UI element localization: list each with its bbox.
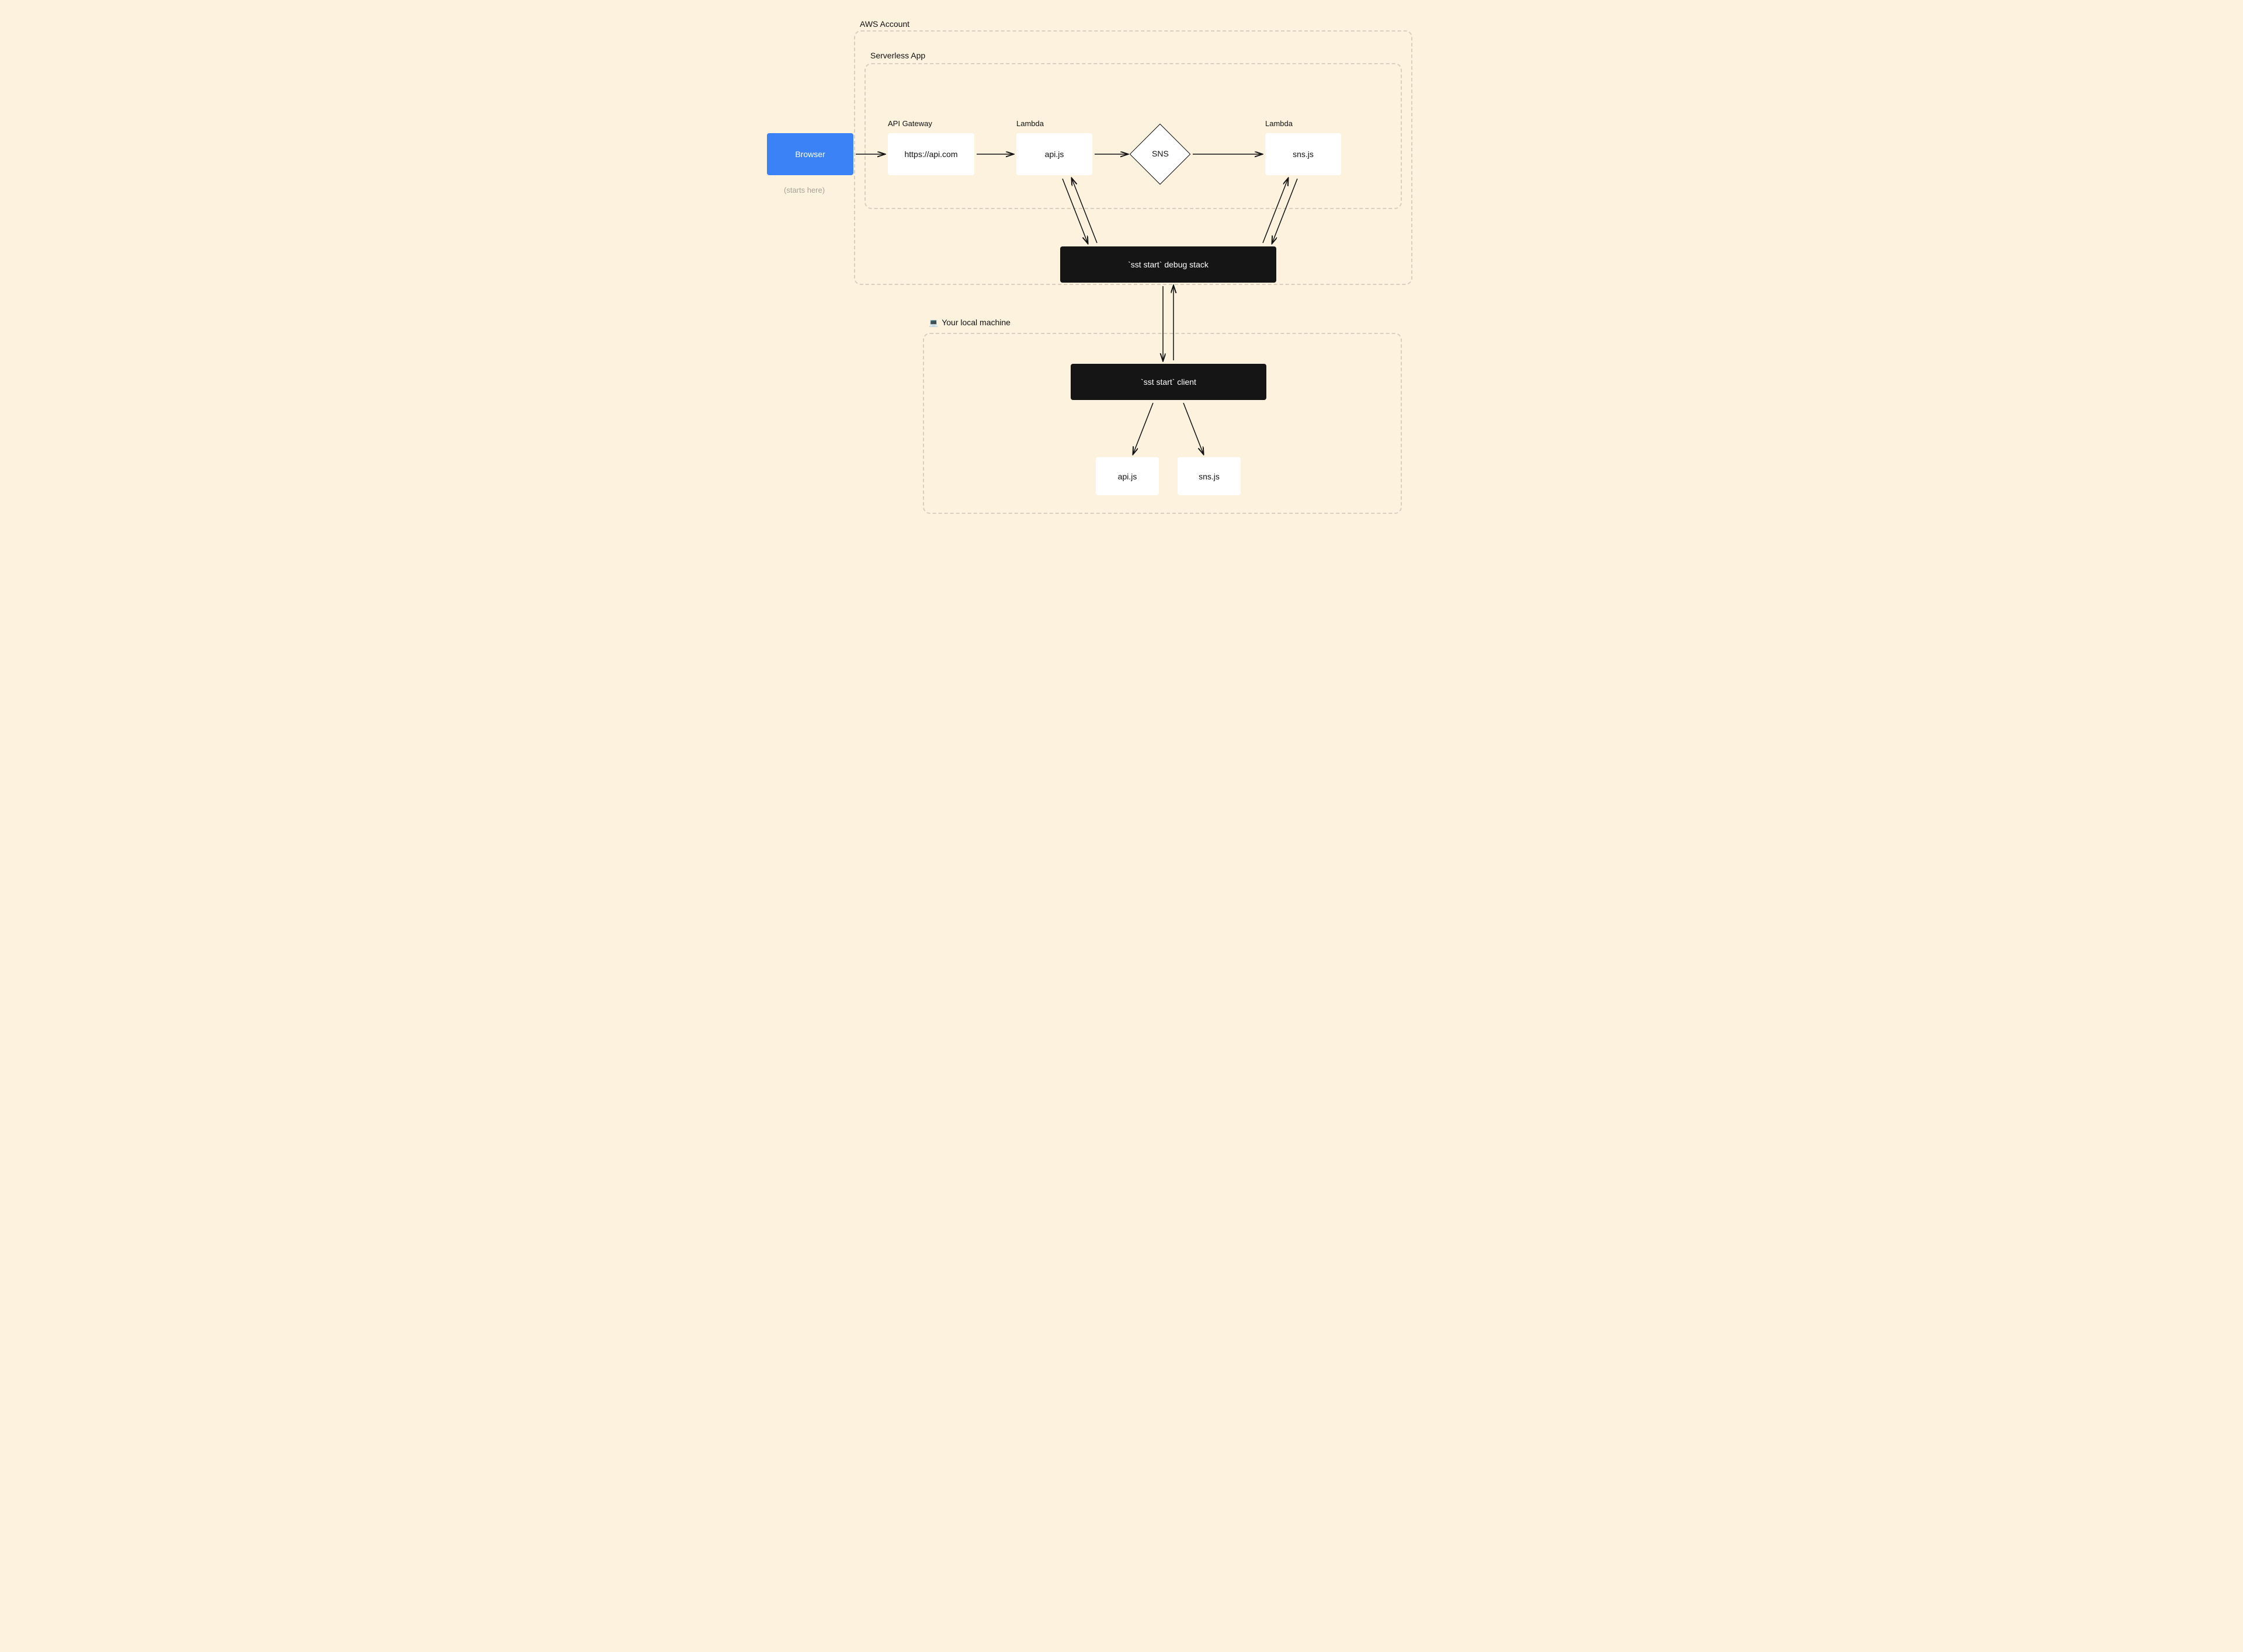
browser-sublabel: (starts here) bbox=[784, 186, 825, 194]
sns-label: SNS bbox=[1152, 149, 1169, 158]
api-gateway-label: https://api.com bbox=[904, 149, 957, 159]
browser-label: Browser bbox=[795, 149, 825, 159]
lambda-sns-node: sns.js bbox=[1265, 133, 1341, 175]
client-label: `sst start` client bbox=[1141, 377, 1196, 387]
local-region-box bbox=[923, 333, 1402, 514]
api-gateway-top-label: API Gateway bbox=[888, 119, 932, 128]
local-sns-node: sns.js bbox=[1178, 457, 1241, 495]
client-node: `sst start` client bbox=[1071, 364, 1266, 400]
local-sns-label: sns.js bbox=[1199, 472, 1220, 481]
aws-region-label: AWS Account bbox=[860, 19, 909, 29]
local-region-text: Your local machine bbox=[942, 318, 1011, 327]
lambda-sns-top-label: Lambda bbox=[1265, 119, 1293, 128]
api-gateway-node: https://api.com bbox=[888, 133, 974, 175]
debug-stack-label: `sst start` debug stack bbox=[1128, 260, 1209, 269]
lambda-sns-label: sns.js bbox=[1293, 149, 1314, 159]
lambda-api-label: api.js bbox=[1045, 149, 1064, 159]
laptop-icon: 💻 bbox=[929, 318, 938, 328]
local-api-node: api.js bbox=[1096, 457, 1159, 495]
diagram-canvas: AWS Account Serverless App 💻 Your local m… bbox=[748, 0, 1495, 551]
debug-stack-node: `sst start` debug stack bbox=[1060, 246, 1276, 283]
serverless-region-label: Serverless App bbox=[870, 51, 925, 60]
browser-node: Browser bbox=[767, 133, 853, 175]
lambda-api-top-label: Lambda bbox=[1016, 119, 1044, 128]
lambda-api-node: api.js bbox=[1016, 133, 1092, 175]
local-region-label: 💻 Your local machine bbox=[929, 318, 1011, 328]
local-api-label: api.js bbox=[1118, 472, 1137, 481]
